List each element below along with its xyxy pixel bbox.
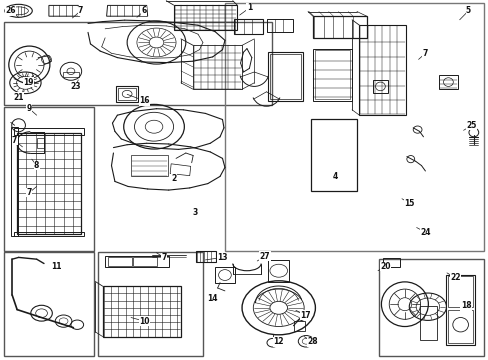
Text: 7: 7 xyxy=(78,6,83,15)
Bar xyxy=(4,252,94,356)
Bar xyxy=(267,260,289,282)
Text: 11: 11 xyxy=(51,262,61,271)
Bar xyxy=(215,267,234,283)
Text: 4: 4 xyxy=(332,172,337,181)
Bar xyxy=(4,107,94,251)
Text: 27: 27 xyxy=(259,252,270,261)
Bar xyxy=(267,52,303,101)
Text: 6: 6 xyxy=(142,6,146,15)
Bar xyxy=(419,306,436,340)
Text: 17: 17 xyxy=(300,310,310,320)
Bar xyxy=(107,257,132,266)
Bar xyxy=(315,50,349,99)
Text: 14: 14 xyxy=(207,294,218,303)
Text: 3: 3 xyxy=(193,208,198,217)
Bar xyxy=(294,321,305,331)
Bar xyxy=(98,252,203,356)
Bar xyxy=(133,257,157,266)
Bar xyxy=(195,251,216,262)
Bar xyxy=(62,72,79,77)
Text: 25: 25 xyxy=(466,121,476,130)
Text: 28: 28 xyxy=(307,338,318,346)
Bar xyxy=(310,119,356,191)
Bar xyxy=(37,138,44,148)
Bar xyxy=(438,75,457,89)
Bar xyxy=(173,5,237,30)
Text: 7: 7 xyxy=(27,188,32,197)
Bar xyxy=(193,45,242,89)
Text: 7: 7 xyxy=(422,49,427,58)
Bar xyxy=(312,49,351,101)
Text: 10: 10 xyxy=(139,317,149,325)
Bar xyxy=(224,3,483,251)
Bar xyxy=(17,133,81,234)
Text: 2: 2 xyxy=(171,174,176,183)
Text: 16: 16 xyxy=(139,96,149,105)
Bar xyxy=(312,16,366,38)
Text: 18: 18 xyxy=(460,302,470,310)
Text: 22: 22 xyxy=(449,274,460,282)
Bar xyxy=(269,54,301,99)
Bar xyxy=(372,80,387,93)
Bar xyxy=(4,22,271,105)
Text: 13: 13 xyxy=(217,253,227,262)
Text: 1: 1 xyxy=(246,4,251,13)
Text: 7: 7 xyxy=(161,253,166,262)
Text: 15: 15 xyxy=(404,199,414,208)
Bar xyxy=(383,258,399,267)
Bar xyxy=(116,86,138,102)
Bar xyxy=(11,127,18,236)
Text: 7: 7 xyxy=(12,136,17,145)
Text: 19: 19 xyxy=(23,78,34,87)
Bar xyxy=(14,232,84,236)
Text: 9: 9 xyxy=(27,104,32,113)
Bar xyxy=(118,88,136,100)
Bar xyxy=(105,256,168,267)
Text: 21: 21 xyxy=(13,93,24,102)
Text: 8: 8 xyxy=(34,161,39,170)
Text: 23: 23 xyxy=(70,82,81,91)
Bar xyxy=(233,19,263,34)
Text: 5: 5 xyxy=(465,6,470,15)
Text: 12: 12 xyxy=(273,338,284,346)
Bar xyxy=(131,155,167,176)
Text: 24: 24 xyxy=(419,228,430,237)
Bar xyxy=(266,19,293,32)
Bar xyxy=(447,276,472,307)
Text: 20: 20 xyxy=(379,262,390,271)
Bar xyxy=(102,286,181,337)
Text: 26: 26 xyxy=(5,6,16,15)
Bar xyxy=(14,128,84,135)
Bar xyxy=(378,259,483,356)
Bar xyxy=(359,25,405,115)
Bar xyxy=(447,310,472,343)
Bar xyxy=(445,275,474,345)
